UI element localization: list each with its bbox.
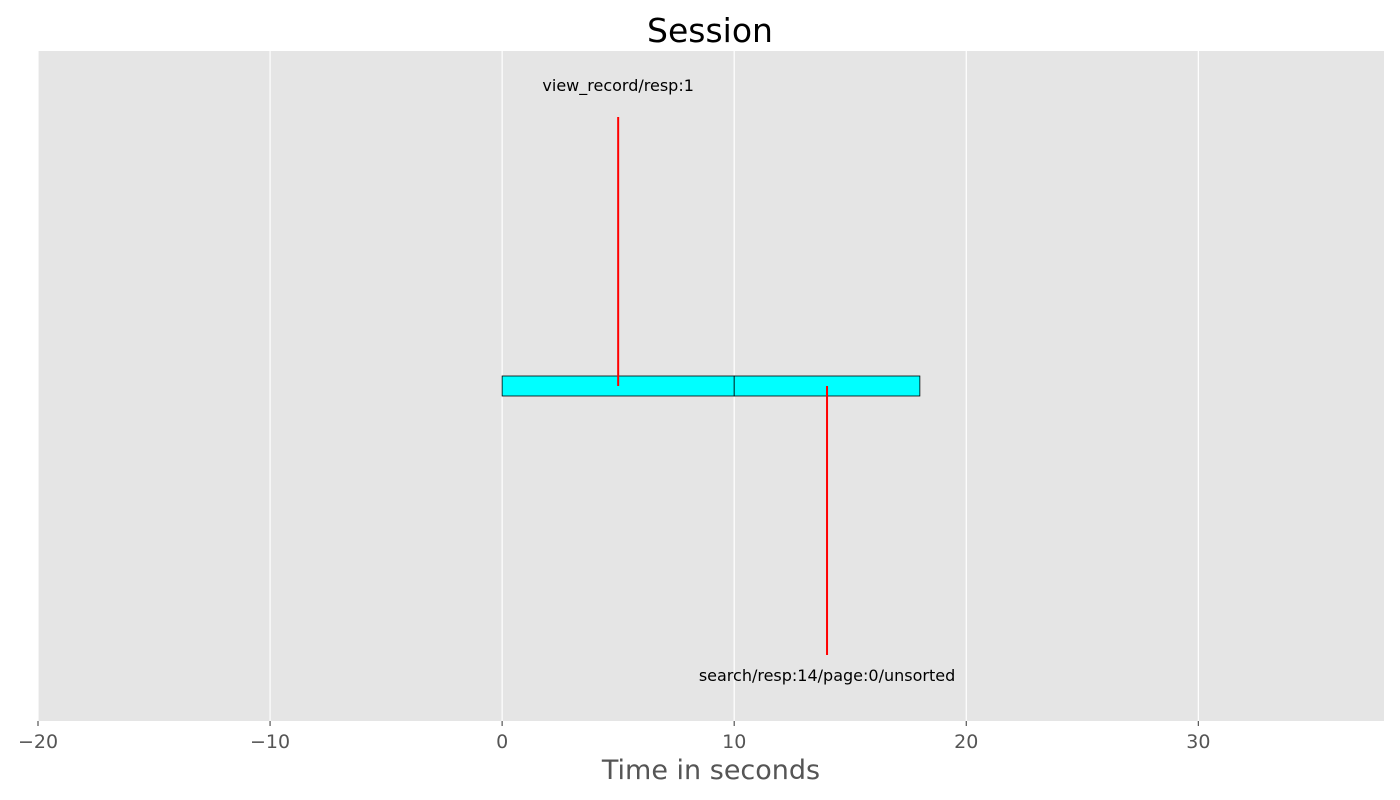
x-tick-label: 20: [954, 731, 978, 753]
x-tick-label: −20: [18, 731, 58, 753]
x-tick-label: −10: [250, 731, 290, 753]
event-markers: view_record/resp:1 search/resp:14/page:0/…: [542, 76, 955, 685]
event-label: search/resp:14/page:0/unsorted: [699, 666, 955, 685]
x-tick-label: 0: [496, 731, 508, 753]
x-axis-label: Time in seconds: [601, 755, 820, 786]
x-tick-label: 30: [1186, 731, 1210, 753]
x-tick-label: 10: [722, 731, 746, 753]
session-segments: [501, 375, 921, 397]
x-axis-ticks: −20 −10 0 10 20 30: [18, 721, 1210, 753]
event-label: view_record/resp:1: [542, 76, 693, 96]
chart-title: Session: [647, 11, 773, 50]
